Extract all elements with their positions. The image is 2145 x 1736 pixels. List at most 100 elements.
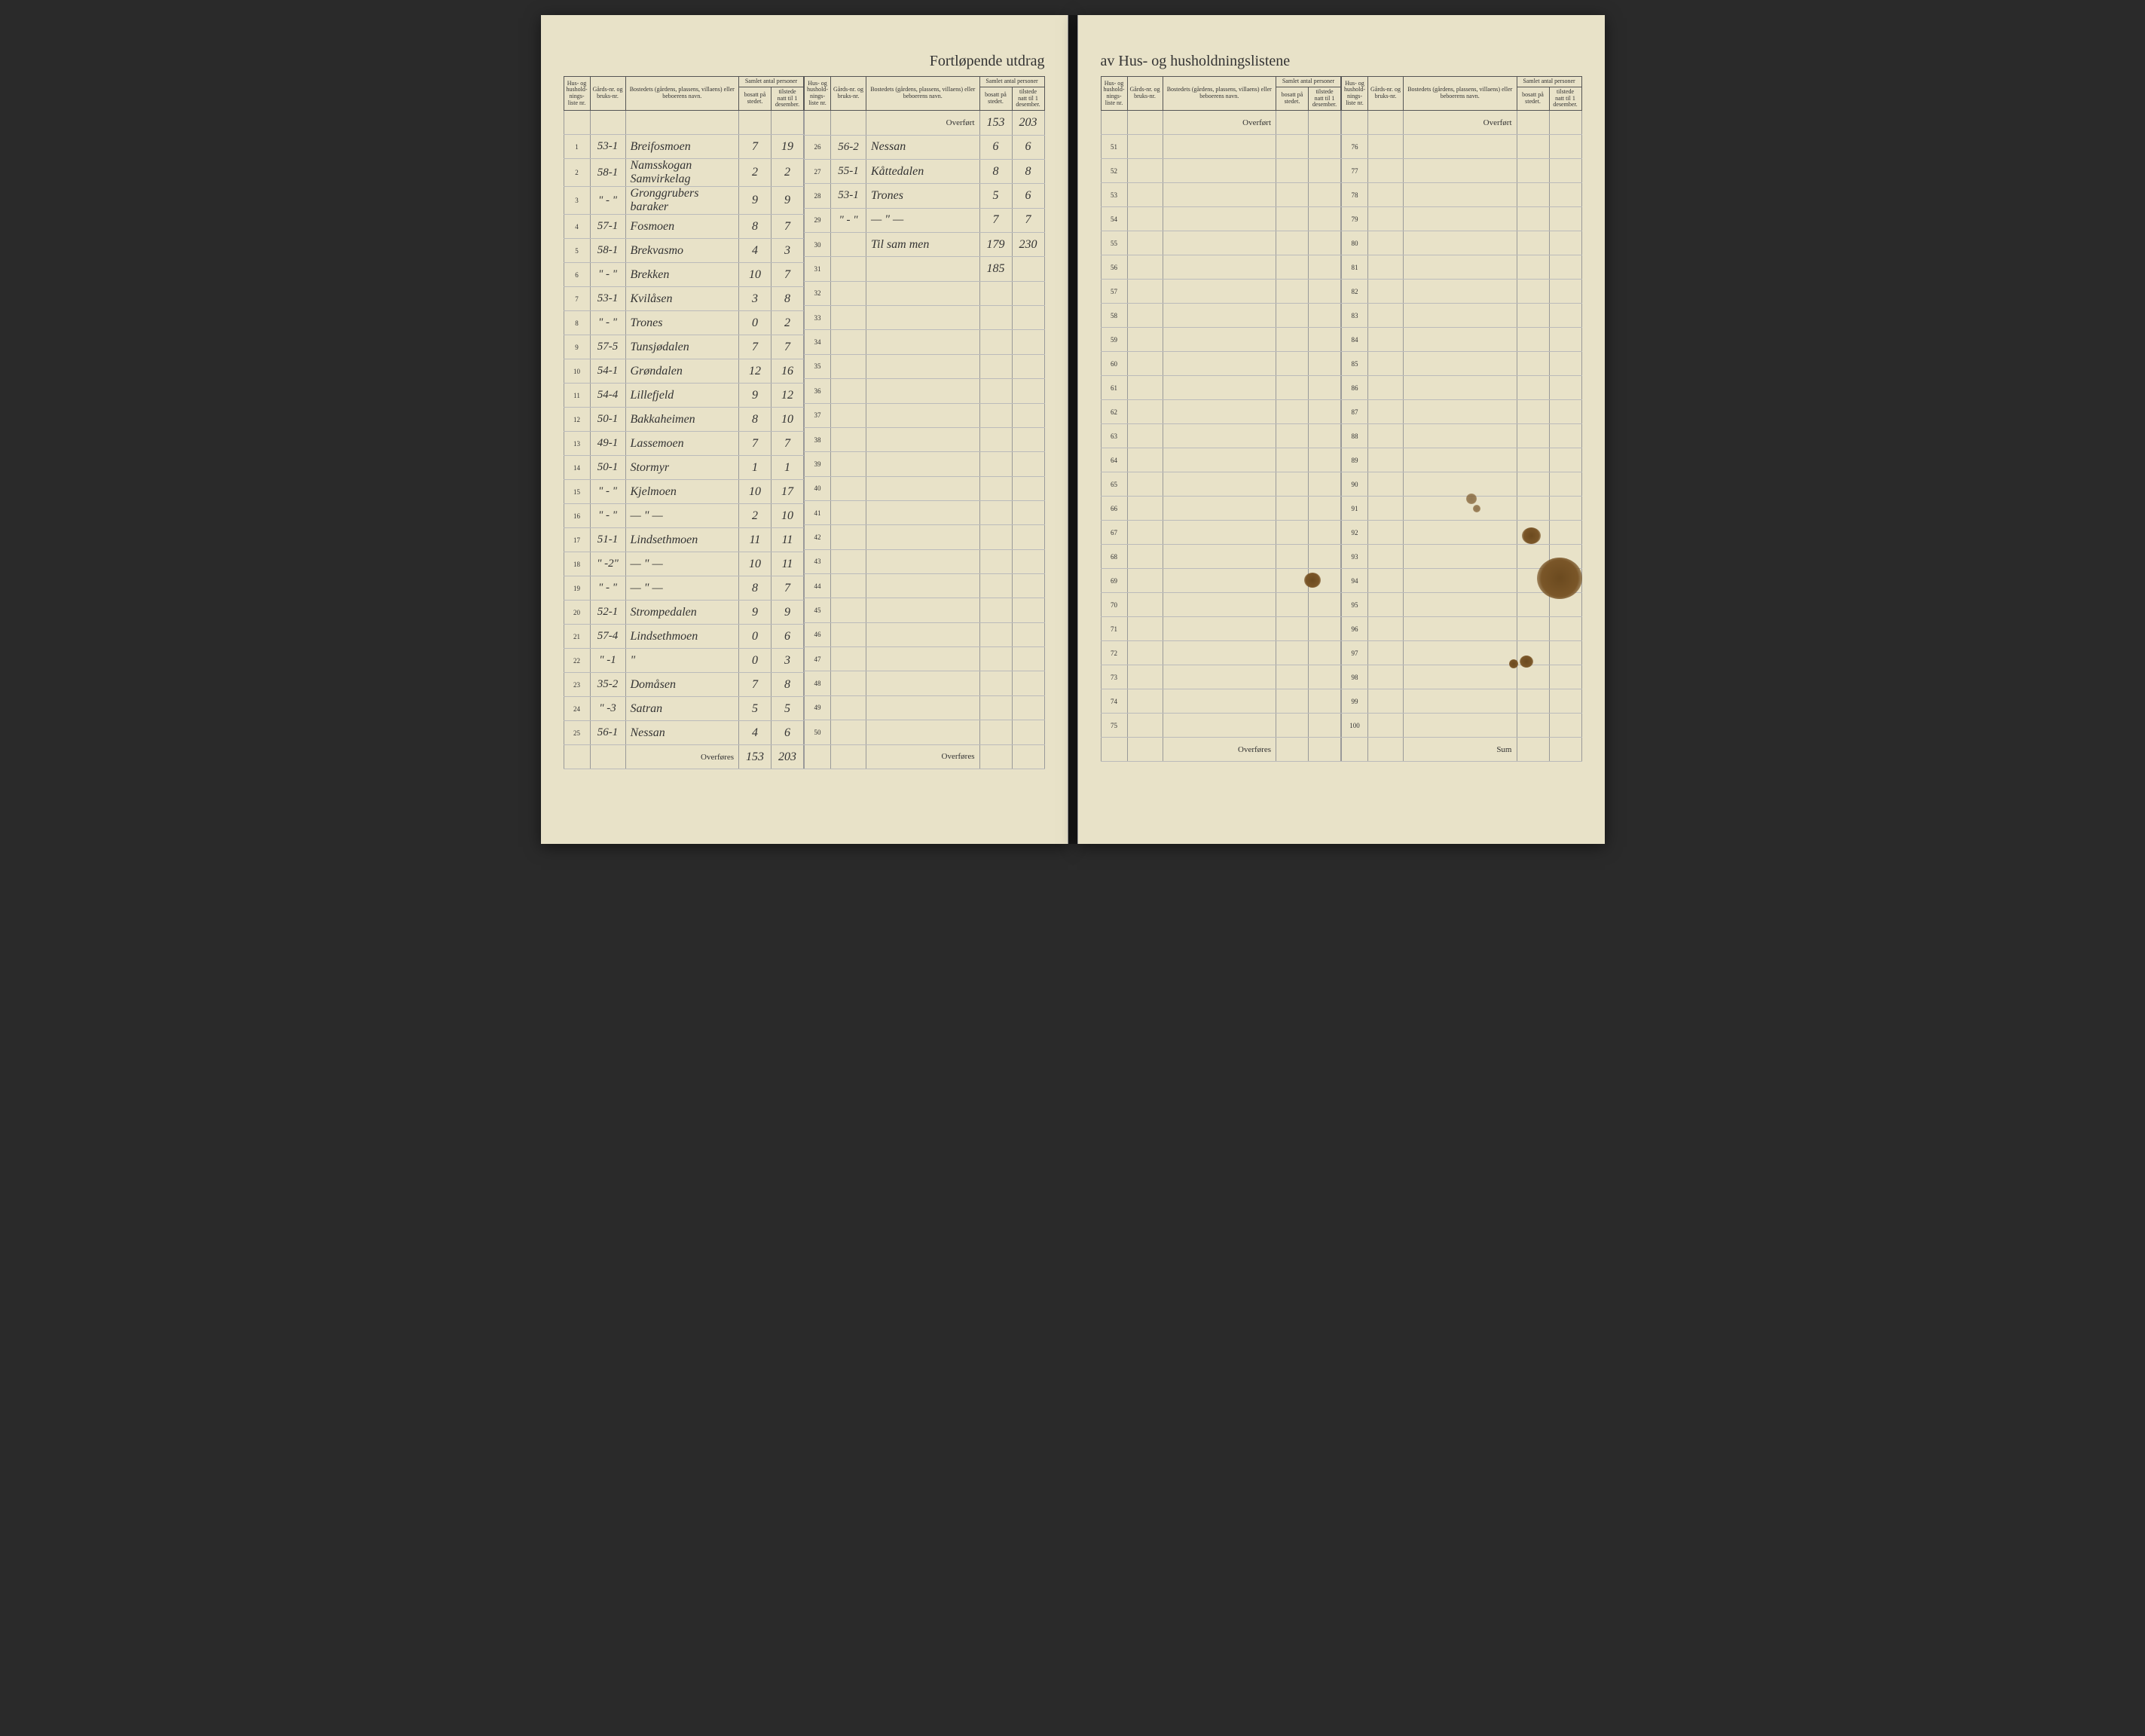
bosted-name	[1163, 135, 1276, 159]
bosted-name	[1404, 159, 1517, 183]
table-row: 2755-1Kåttedalen88	[805, 159, 1045, 183]
row-number: 77	[1342, 159, 1368, 183]
tilstede	[1012, 574, 1044, 598]
gard-nr: 54-4	[590, 384, 625, 408]
gard-nr	[1368, 545, 1404, 569]
row-number: 79	[1342, 207, 1368, 231]
bosatt	[979, 379, 1012, 403]
overfort-t	[1549, 111, 1581, 135]
tilstede	[1309, 472, 1341, 497]
bosted-name	[1163, 352, 1276, 376]
gard-nr: 58-1	[590, 239, 625, 263]
row-number: 62	[1101, 400, 1127, 424]
table-row: 60	[1101, 352, 1341, 376]
table-row: 95	[1342, 593, 1582, 617]
row-number: 42	[805, 525, 831, 549]
bosted-name	[1404, 328, 1517, 352]
table-row: 753-1Kvilåsen38	[564, 287, 804, 311]
table-row: 61	[1101, 376, 1341, 400]
bosatt	[979, 647, 1012, 671]
table-row: 24" -3Satran55	[564, 697, 804, 721]
tilstede	[1549, 593, 1581, 617]
row-number: 55	[1101, 231, 1127, 255]
h-tilstede: tilstede natt til 1 desember.	[772, 87, 804, 110]
gard-nr	[1127, 304, 1163, 328]
row-number: 36	[805, 379, 831, 403]
table-row: 30Til sam men179230	[805, 232, 1045, 256]
row-number: 59	[1101, 328, 1127, 352]
gard-nr: 55-1	[831, 159, 866, 183]
overfort-b	[1276, 111, 1309, 135]
footer-label: Overføres	[625, 745, 739, 769]
gard-nr	[1368, 714, 1404, 738]
gard-nr	[831, 549, 866, 573]
gard-nr: " - "	[590, 311, 625, 335]
bosted-name	[1163, 689, 1276, 714]
row-number: 52	[1101, 159, 1127, 183]
bosted-name	[866, 306, 980, 330]
table-row: 16" - "— " —210	[564, 504, 804, 528]
row-number: 12	[564, 408, 590, 432]
row-number: 40	[805, 476, 831, 500]
row-number: 17	[564, 528, 590, 552]
right-page: av Hus- og husholdningslistene Hus- og h…	[1077, 15, 1605, 844]
row-number: 90	[1342, 472, 1368, 497]
row-number: 78	[1342, 183, 1368, 207]
gard-nr	[831, 574, 866, 598]
ledger-col-3: Hus- og hushold-nings-liste nr. Gårds-nr…	[1101, 76, 1342, 762]
row-number: 19	[564, 576, 590, 601]
h-bosatt: bosatt på stedet.	[739, 87, 772, 110]
bosatt	[1276, 641, 1309, 665]
table-row: 32	[805, 281, 1045, 305]
row-number: 29	[805, 208, 831, 232]
bosted-name	[1404, 135, 1517, 159]
tilstede	[1309, 304, 1341, 328]
bosted-name	[1163, 159, 1276, 183]
bosted-name	[1163, 593, 1276, 617]
tilstede	[1309, 400, 1341, 424]
table-row: 2157-4Lindsethmoen06	[564, 625, 804, 649]
gard-nr	[1368, 472, 1404, 497]
h-bosatt: bosatt på stedet.	[1517, 87, 1549, 110]
tilstede: 6	[772, 625, 804, 649]
footer-label: Overføres	[866, 744, 980, 769]
row-number: 86	[1342, 376, 1368, 400]
footer-b	[1517, 738, 1549, 762]
gard-nr	[1127, 352, 1163, 376]
row-number: 49	[805, 695, 831, 720]
bosted-name	[1163, 521, 1276, 545]
bosted-name: Trones	[866, 184, 980, 208]
gard-nr	[1127, 183, 1163, 207]
table-row: 558-1Brekvasmo43	[564, 239, 804, 263]
table-row: 38	[805, 427, 1045, 451]
bosatt: 12	[739, 359, 772, 384]
tilstede	[1012, 379, 1044, 403]
h-bosted: Bostedets (gårdens, plassens, villaens) …	[625, 77, 739, 111]
row-number: 72	[1101, 641, 1127, 665]
right-columns: Hus- og hushold-nings-liste nr. Gårds-nr…	[1101, 76, 1582, 762]
row-number: 7	[564, 287, 590, 311]
bosted-name	[866, 622, 980, 646]
bosatt	[979, 695, 1012, 720]
gard-nr	[1127, 135, 1163, 159]
row-number: 76	[1342, 135, 1368, 159]
bosatt	[1276, 255, 1309, 280]
table-row: 93	[1342, 545, 1582, 569]
h-liste: Hus- og hushold-nings-liste nr.	[805, 77, 831, 111]
gard-nr	[1368, 280, 1404, 304]
row-number: 10	[564, 359, 590, 384]
gard-nr	[1127, 617, 1163, 641]
table-row: 31185	[805, 257, 1045, 281]
h-bosatt: bosatt på stedet.	[1276, 87, 1309, 110]
table-row: 1054-1Grøndalen1216	[564, 359, 804, 384]
bosatt: 10	[739, 263, 772, 287]
table-row: 43	[805, 549, 1045, 573]
table-row: 76	[1342, 135, 1582, 159]
bosatt: 8	[979, 159, 1012, 183]
tilstede	[1549, 424, 1581, 448]
gard-nr	[1127, 255, 1163, 280]
tilstede	[1309, 183, 1341, 207]
tilstede: 17	[772, 480, 804, 504]
table-row: 39	[805, 452, 1045, 476]
row-number: 74	[1101, 689, 1127, 714]
